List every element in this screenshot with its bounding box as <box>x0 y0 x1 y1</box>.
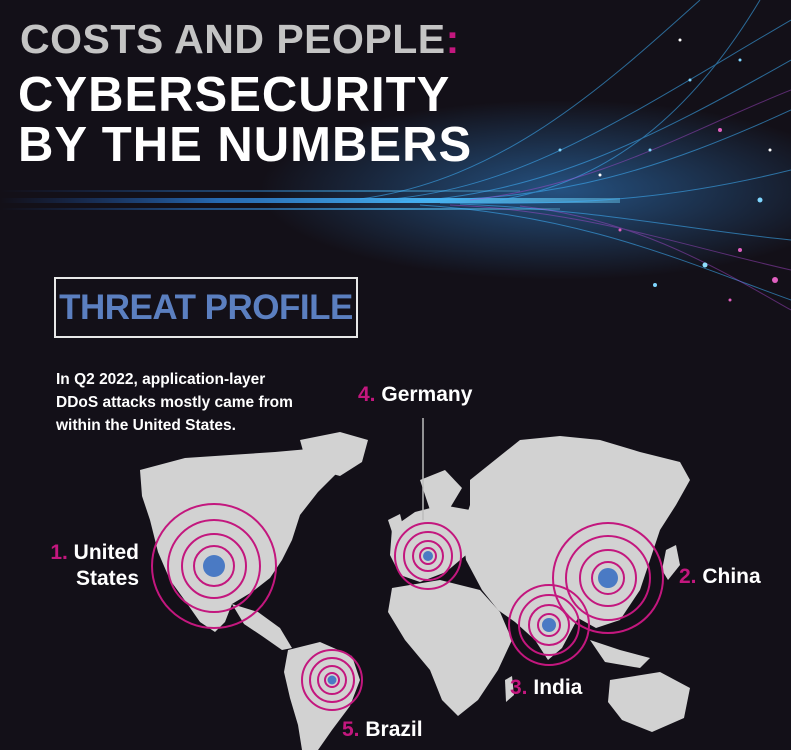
label-china: 2. China <box>679 565 761 589</box>
header-title-top: COSTS AND PEOPLE: <box>20 16 460 63</box>
label-brazil: 5. Brazil <box>342 718 423 742</box>
scandinavia <box>420 470 462 510</box>
rank-number: 5. <box>342 718 360 741</box>
world-map <box>140 432 690 750</box>
madagascar <box>505 676 514 702</box>
header-title-main: CYBERSECURITY BY THE NUMBERS <box>18 70 472 170</box>
central-america <box>232 604 292 650</box>
title-by-the-numbers: BY THE NUMBERS <box>18 118 473 172</box>
hotspot-india <box>508 584 590 666</box>
hotspot-united-states <box>151 503 277 629</box>
location-name-line2: States <box>75 567 139 590</box>
location-name: Brazil <box>365 718 423 741</box>
location-name: China <box>702 565 761 588</box>
location-name: India <box>533 676 583 699</box>
british-isles <box>388 514 404 538</box>
rank-number: 1. <box>50 541 68 564</box>
hotspot-china <box>552 522 664 634</box>
hotspot-centers <box>203 551 618 685</box>
threat-profile-label: THREAT PROFILE <box>59 287 353 327</box>
intro-text: In Q2 2022, application-layer DDoS attac… <box>56 371 293 434</box>
location-name: Germany <box>381 383 473 406</box>
label-united-states: 1. United States <box>50 540 139 592</box>
southeast-asia <box>590 640 650 668</box>
north-america <box>140 448 350 632</box>
light-streaks <box>0 0 791 311</box>
label-germany: 4. Germany <box>358 383 472 407</box>
title-costs-and-people: COSTS AND PEOPLE <box>20 16 446 62</box>
australia <box>608 672 690 732</box>
greenland <box>300 432 368 476</box>
title-cybersecurity: CYBERSECURITY <box>18 68 451 122</box>
label-india: 3. India <box>510 676 582 700</box>
title-colon: : <box>445 16 460 62</box>
hotspot-brazil <box>301 649 363 711</box>
africa <box>388 580 512 716</box>
particle-dots <box>558 38 778 302</box>
hotspot-germany <box>394 522 462 590</box>
japan <box>662 545 680 580</box>
rank-number: 2. <box>679 565 697 588</box>
asia <box>462 436 690 660</box>
rank-number: 3. <box>510 676 528 699</box>
rank-number: 4. <box>358 383 376 406</box>
location-name: United <box>73 541 139 564</box>
threat-profile-badge: THREAT PROFILE <box>54 277 358 338</box>
hotspots <box>151 503 664 711</box>
